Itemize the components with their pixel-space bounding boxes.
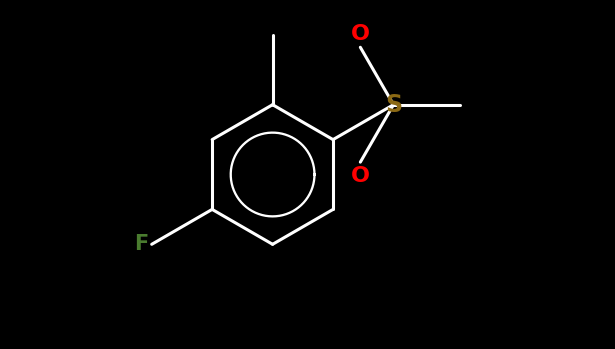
Text: O: O [351, 24, 370, 44]
Text: F: F [134, 234, 148, 254]
Text: O: O [351, 166, 370, 186]
Text: S: S [385, 93, 402, 117]
